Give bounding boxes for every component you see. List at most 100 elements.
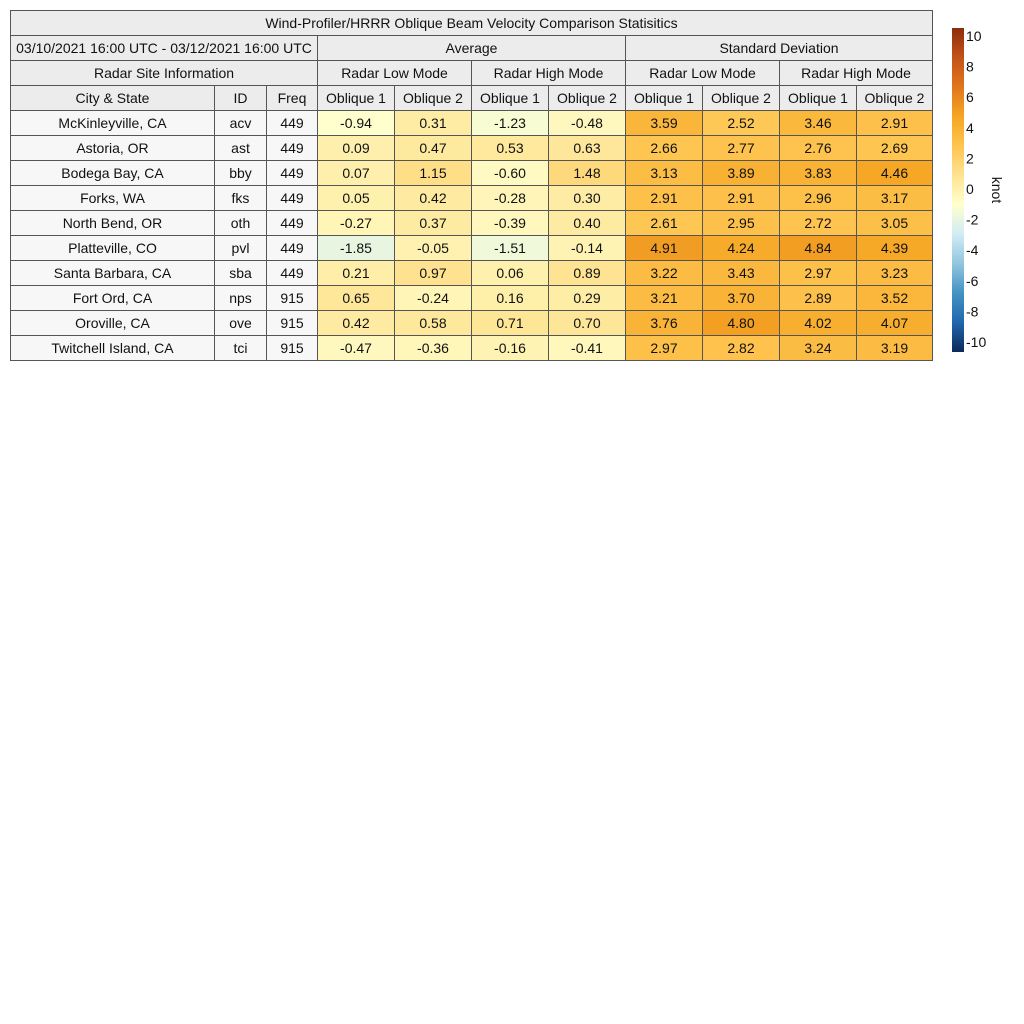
value-cell: 0.21 bbox=[317, 260, 395, 286]
value-cell: 0.05 bbox=[317, 185, 395, 211]
site-city-cell: Twitchell Island, CA bbox=[10, 335, 215, 361]
site-id-cell: pvl bbox=[214, 235, 267, 261]
value-cell: 0.16 bbox=[471, 285, 549, 311]
col-std-high-oblique1: Oblique 1 bbox=[779, 85, 857, 111]
value-cell: 0.53 bbox=[471, 135, 549, 161]
value-cell: -0.39 bbox=[471, 210, 549, 236]
value-cell: -0.27 bbox=[317, 210, 395, 236]
value-cell: 3.46 bbox=[779, 110, 857, 136]
colorbar-tick-label: -2 bbox=[966, 212, 979, 228]
value-cell: 0.71 bbox=[471, 310, 549, 336]
site-freq-cell: 449 bbox=[266, 210, 318, 236]
value-cell: 2.61 bbox=[625, 210, 703, 236]
value-cell: 2.91 bbox=[702, 185, 780, 211]
value-cell: 3.52 bbox=[856, 285, 933, 311]
value-cell: 2.69 bbox=[856, 135, 933, 161]
colorbar-tick-label: 6 bbox=[966, 89, 974, 105]
table-row: McKinleyville, CA acv 449 -0.94 0.31 -1.23 -0.… bbox=[10, 110, 933, 136]
value-cell: 2.91 bbox=[625, 185, 703, 211]
site-freq-cell: 449 bbox=[266, 185, 318, 211]
value-cell: 2.77 bbox=[702, 135, 780, 161]
col-std-low-oblique2: Oblique 2 bbox=[702, 85, 780, 111]
value-cell: 2.95 bbox=[702, 210, 780, 236]
colorbar-tick-label: -6 bbox=[966, 273, 979, 289]
value-cell: -0.24 bbox=[394, 285, 472, 311]
value-cell: 1.48 bbox=[548, 160, 626, 186]
col-avg-high-oblique1: Oblique 1 bbox=[471, 85, 549, 111]
table-row: Forks, WA fks 449 0.05 0.42 -0.28 0.30 2.91 2.91… bbox=[10, 185, 933, 211]
value-cell: 0.65 bbox=[317, 285, 395, 311]
value-cell: 2.96 bbox=[779, 185, 857, 211]
site-id-cell: fks bbox=[214, 185, 267, 211]
value-cell: 3.76 bbox=[625, 310, 703, 336]
table-title: Wind-Profiler/HRRR Oblique Beam Velocity… bbox=[10, 10, 933, 36]
value-cell: 0.89 bbox=[548, 260, 626, 286]
col-std-high-oblique2: Oblique 2 bbox=[856, 85, 933, 111]
value-cell: -0.14 bbox=[548, 235, 626, 261]
value-cell: 0.06 bbox=[471, 260, 549, 286]
value-cell: 3.21 bbox=[625, 285, 703, 311]
col-avg-high-oblique2: Oblique 2 bbox=[548, 85, 626, 111]
site-city-cell: Bodega Bay, CA bbox=[10, 160, 215, 186]
colorbar-unit-label: knot bbox=[989, 177, 1005, 204]
value-cell: -1.85 bbox=[317, 235, 395, 261]
stats-table: Wind-Profiler/HRRR Oblique Beam Velocity… bbox=[10, 10, 933, 361]
date-range: 03/10/2021 16:00 UTC - 03/12/2021 16:00 … bbox=[10, 35, 318, 61]
site-freq-cell: 915 bbox=[266, 335, 318, 361]
value-cell: 3.05 bbox=[856, 210, 933, 236]
colorbar-tick-label: 10 bbox=[966, 28, 982, 44]
site-freq-cell: 449 bbox=[266, 135, 318, 161]
value-cell: 4.02 bbox=[779, 310, 857, 336]
colorbar-tick-label: -4 bbox=[966, 242, 979, 258]
value-cell: 0.97 bbox=[394, 260, 472, 286]
table-row: Santa Barbara, CA sba 449 0.21 0.97 0.06 0.89 3… bbox=[10, 260, 933, 286]
value-cell: 0.42 bbox=[394, 185, 472, 211]
value-cell: 4.91 bbox=[625, 235, 703, 261]
value-cell: 1.15 bbox=[394, 160, 472, 186]
value-cell: -0.47 bbox=[317, 335, 395, 361]
col-id-header: ID bbox=[214, 85, 267, 111]
table-row: North Bend, OR oth 449 -0.27 0.37 -0.39 0.40 2.… bbox=[10, 210, 933, 236]
value-cell: 3.22 bbox=[625, 260, 703, 286]
value-cell: 0.09 bbox=[317, 135, 395, 161]
value-cell: -0.28 bbox=[471, 185, 549, 211]
value-cell: 2.76 bbox=[779, 135, 857, 161]
value-cell: 0.29 bbox=[548, 285, 626, 311]
site-city-cell: Platteville, CO bbox=[10, 235, 215, 261]
value-cell: 2.82 bbox=[702, 335, 780, 361]
avg-high-mode-header: Radar High Mode bbox=[471, 60, 626, 86]
value-cell: 2.89 bbox=[779, 285, 857, 311]
value-cell: 4.84 bbox=[779, 235, 857, 261]
data-rows: McKinleyville, CA acv 449 -0.94 0.31 -1.23 -0.… bbox=[10, 110, 933, 361]
col-std-low-oblique1: Oblique 1 bbox=[625, 85, 703, 111]
site-city-cell: North Bend, OR bbox=[10, 210, 215, 236]
col-avg-low-oblique2: Oblique 2 bbox=[394, 85, 472, 111]
group-std-header: Standard Deviation bbox=[625, 35, 933, 61]
value-cell: -0.16 bbox=[471, 335, 549, 361]
site-city-cell: McKinleyville, CA bbox=[10, 110, 215, 136]
site-city-cell: Astoria, OR bbox=[10, 135, 215, 161]
site-freq-cell: 449 bbox=[266, 110, 318, 136]
site-city-cell: Forks, WA bbox=[10, 185, 215, 211]
value-cell: 2.97 bbox=[779, 260, 857, 286]
colorbar-ticks: 10 8 6 4 2 0 -2 -4 -6 -8 -10 bbox=[966, 28, 986, 350]
colorbar-tick-label: 4 bbox=[966, 120, 974, 136]
colorbar: 10 8 6 4 2 0 -2 -4 -6 -8 -10 knot bbox=[952, 28, 1005, 352]
value-cell: 4.39 bbox=[856, 235, 933, 261]
value-cell: -0.60 bbox=[471, 160, 549, 186]
value-cell: -0.48 bbox=[548, 110, 626, 136]
value-cell: 3.89 bbox=[702, 160, 780, 186]
table-row: Platteville, CO pvl 449 -1.85 -0.05 -1.51 -0.1… bbox=[10, 235, 933, 261]
value-cell: -0.36 bbox=[394, 335, 472, 361]
site-freq-cell: 915 bbox=[266, 310, 318, 336]
value-cell: 0.07 bbox=[317, 160, 395, 186]
site-id-cell: nps bbox=[214, 285, 267, 311]
value-cell: 4.46 bbox=[856, 160, 933, 186]
std-high-mode-header: Radar High Mode bbox=[779, 60, 933, 86]
value-cell: 2.91 bbox=[856, 110, 933, 136]
value-cell: 4.80 bbox=[702, 310, 780, 336]
value-cell: 0.37 bbox=[394, 210, 472, 236]
site-freq-cell: 915 bbox=[266, 285, 318, 311]
value-cell: 0.31 bbox=[394, 110, 472, 136]
value-cell: 0.30 bbox=[548, 185, 626, 211]
